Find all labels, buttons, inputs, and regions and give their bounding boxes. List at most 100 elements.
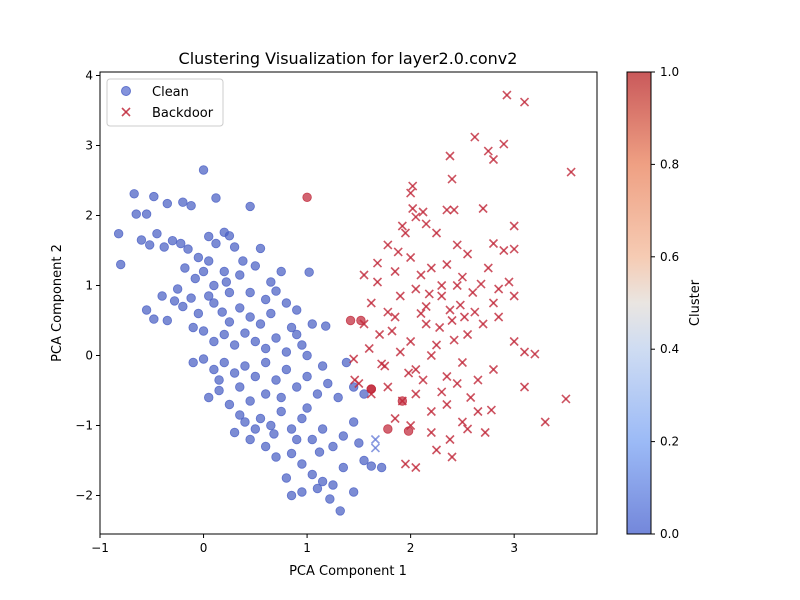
clean-point: [250, 261, 261, 271]
backdoor-point: [561, 394, 571, 404]
backdoor-point: [478, 203, 488, 214]
clean-point: [354, 438, 364, 448]
backdoor-point: [437, 387, 447, 397]
clean-point: [204, 231, 214, 242]
clean-point: [286, 490, 297, 501]
clean-point: [328, 441, 338, 452]
y-axis: −2 −1 0 1 2 3 4: [75, 69, 100, 503]
clean-point-red: [302, 192, 312, 203]
backdoor-point: [459, 312, 470, 322]
backdoor-point: [424, 289, 434, 299]
backdoor-point: [486, 405, 496, 415]
backdoor-point: [431, 228, 442, 238]
backdoor-point: [406, 252, 416, 263]
backdoor-point: [431, 340, 442, 350]
clean-point: [211, 193, 221, 203]
clean-point: [304, 267, 314, 277]
clean-point: [260, 389, 271, 399]
backdoor-point: [473, 406, 483, 417]
backdoor-point: [499, 245, 509, 256]
clean-point: [214, 375, 224, 385]
backdoor-point: [442, 259, 452, 270]
clean-point: [281, 364, 292, 375]
clean-point: [178, 301, 188, 312]
backdoor-point: [540, 417, 550, 427]
colorbar-tick-label: 0.0: [660, 527, 679, 541]
backdoor-point: [466, 392, 476, 403]
clean-point: [141, 209, 152, 219]
clean-point: [209, 280, 219, 291]
backdoor-point: [383, 382, 393, 392]
clean-point: [323, 378, 333, 389]
clean-point: [307, 319, 317, 329]
backdoor-point: [499, 139, 509, 149]
clean-point: [209, 364, 219, 375]
x-tick-label: 0: [200, 541, 208, 555]
clean-point: [348, 417, 359, 427]
clean-point: [131, 209, 141, 219]
backdoor-point: [350, 375, 360, 385]
clean-point: [286, 322, 297, 333]
clean-point: [276, 406, 286, 417]
backdoor-point: [411, 389, 421, 399]
clean-point: [245, 312, 255, 322]
backdoor-point: [470, 132, 480, 142]
backdoor-point: [390, 413, 400, 424]
clean-point: [229, 427, 240, 438]
clean-point: [219, 357, 229, 368]
clean-point: [250, 336, 261, 347]
clean-point: [338, 462, 349, 473]
backdoor-point: [411, 364, 421, 375]
clean-point: [302, 403, 312, 413]
scatter-points: [113, 90, 576, 516]
backdoor-point: [566, 167, 576, 177]
backdoor-point: [509, 291, 519, 301]
backdoor-point: [494, 312, 504, 322]
clean-point-red: [383, 424, 393, 434]
colorbar-gradient: [627, 72, 651, 534]
clean-point: [186, 200, 196, 211]
backdoor-point: [488, 154, 499, 165]
backdoor-point: [418, 375, 428, 385]
clean-point: [204, 291, 214, 301]
clean-point: [333, 392, 343, 403]
clean-point: [297, 459, 307, 469]
backdoor-point: [377, 359, 387, 369]
clean-point: [224, 317, 235, 327]
chart-title: Clustering Visualization for layer2.0.co…: [179, 49, 518, 68]
clean-point: [162, 315, 173, 326]
clean-point: [144, 240, 155, 250]
clean-point: [292, 434, 302, 445]
clean-point: [129, 189, 139, 199]
clean-point-red: [345, 315, 356, 326]
backdoor-point: [416, 308, 426, 319]
clean-point: [204, 392, 214, 403]
clean-point: [219, 329, 229, 340]
clean-point: [229, 368, 240, 378]
clean-point: [136, 235, 147, 245]
clean-point: [240, 417, 250, 427]
clean-point: [302, 350, 312, 361]
clean-point: [235, 270, 245, 280]
backdoor-point: [457, 272, 467, 282]
backdoor-point: [411, 462, 421, 473]
clean-point: [328, 480, 338, 490]
backdoor-point: [457, 417, 467, 427]
clean-point: [271, 375, 281, 385]
backdoor-point: [403, 368, 414, 378]
backdoor-point: [445, 434, 455, 445]
backdoor-point: [519, 382, 530, 392]
backdoor-point: [488, 298, 499, 308]
backdoor-point: [364, 343, 374, 354]
legend-box: [106, 78, 224, 127]
clean-point: [348, 382, 359, 392]
clean-point: [198, 326, 209, 336]
clean-point: [152, 228, 162, 239]
clean-point: [113, 228, 124, 239]
clean-point-red: [356, 315, 366, 326]
backdoor-point: [452, 240, 462, 250]
clean-point: [240, 328, 250, 338]
clean-point: [266, 420, 276, 431]
clean-point: [297, 413, 307, 424]
backdoor-point: [372, 277, 383, 287]
